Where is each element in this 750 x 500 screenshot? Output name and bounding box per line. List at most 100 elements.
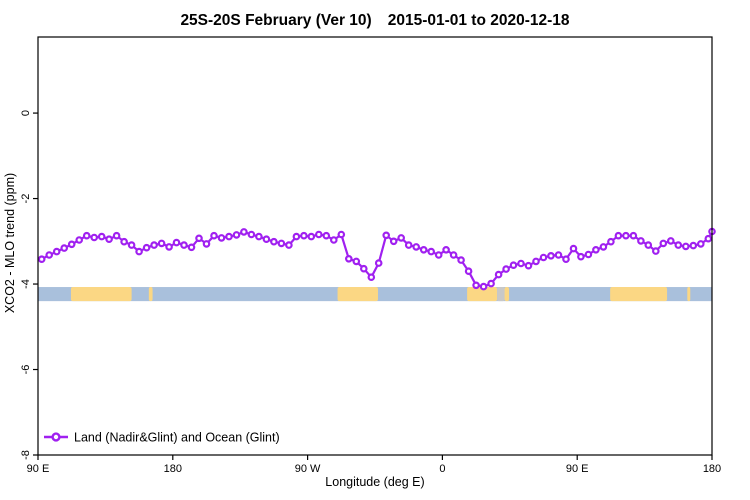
data-point [232, 231, 241, 239]
data-point [247, 230, 256, 239]
data-point [494, 270, 503, 279]
data-point [337, 230, 346, 239]
data-point [37, 255, 46, 264]
legend-marker-icon [51, 432, 61, 442]
x-tick-label: 180 [164, 463, 182, 475]
data-point [329, 236, 338, 244]
data-point [472, 281, 480, 290]
x-axis-label: Longitude (deg E) [325, 475, 424, 489]
data-point [374, 259, 383, 267]
data-point [127, 241, 136, 249]
data-point [622, 231, 630, 240]
data-point [382, 231, 391, 240]
plot-border [37, 36, 713, 456]
data-point [52, 247, 61, 256]
data-point [644, 241, 653, 249]
data-point [150, 241, 158, 249]
data-point [577, 252, 585, 261]
data-point [442, 246, 450, 254]
data-point [285, 241, 293, 249]
y-tick-label: -6 [20, 365, 32, 375]
data-point [651, 247, 660, 255]
data-point [547, 252, 555, 260]
data-point [262, 235, 271, 244]
data-point [487, 279, 495, 288]
data-point [307, 232, 316, 241]
data-point [225, 232, 233, 241]
y-tick-label: -2 [20, 194, 32, 204]
data-point [195, 234, 203, 243]
data-point [217, 234, 226, 242]
data-point [97, 232, 106, 241]
data-point [434, 251, 443, 259]
data-point [210, 231, 218, 240]
data-point [404, 241, 413, 249]
y-axis-label: XCO2 - MLO trend (ppm) [3, 173, 17, 313]
x-tick-label: 180 [703, 463, 721, 475]
data-point [389, 237, 398, 246]
data-point [629, 231, 638, 240]
data-point [142, 243, 151, 252]
data-point [82, 231, 91, 240]
data-point [255, 232, 263, 241]
data-point [509, 261, 518, 270]
data-point [292, 232, 301, 241]
data-point [427, 247, 436, 256]
data-point [60, 244, 68, 252]
data-point [502, 265, 510, 273]
data-point [704, 234, 713, 243]
data-point [45, 251, 54, 259]
legend: Land (Nadir&Glint) and Ocean (Glint) [44, 431, 280, 445]
data-point [539, 253, 548, 262]
data-point [674, 241, 683, 249]
data-point [202, 240, 211, 248]
data-point [322, 231, 331, 240]
chart-title-main: 25S-20S February (Ver 10) [180, 12, 371, 29]
data-point [157, 239, 166, 248]
data-point [479, 282, 488, 291]
data-point [517, 259, 525, 268]
data-point [120, 237, 128, 246]
land-patch [504, 287, 510, 302]
land-patch [70, 287, 132, 302]
data-point [666, 237, 675, 245]
x-tick-label: 90 E [566, 463, 589, 475]
land-patch [610, 287, 668, 302]
data-point [449, 251, 458, 259]
data-point [592, 246, 600, 254]
y-tick-label: -8 [20, 450, 32, 460]
data-point [607, 237, 615, 246]
data-point [75, 236, 84, 244]
x-axis: 90 E 180 90 W 0 90 E 180 [27, 455, 721, 475]
data-point [90, 233, 99, 242]
data-point [172, 238, 181, 247]
data-point [112, 231, 121, 240]
data-point [569, 244, 578, 253]
data-point [359, 264, 368, 273]
y-tick-label: 0 [20, 110, 32, 116]
land-patch [148, 287, 153, 302]
data-point [367, 273, 376, 282]
data-point [464, 267, 473, 276]
data-point [300, 231, 308, 240]
data-point [532, 257, 540, 266]
data-point [344, 254, 353, 263]
data-point [105, 235, 113, 244]
data-point [554, 251, 563, 259]
data-series [37, 227, 716, 291]
x-tick-label: 0 [439, 463, 445, 475]
data-point [165, 243, 173, 251]
data-point [637, 237, 645, 245]
y-axis: 0 -2 -4 -6 -8 [20, 110, 38, 460]
land-patch [337, 287, 378, 302]
data-point [314, 230, 323, 239]
chart-title-dates: 2015-01-01 to 2020-12-18 [388, 12, 570, 29]
data-point [240, 228, 248, 236]
data-point [352, 257, 361, 266]
data-point [270, 237, 278, 246]
data-point [599, 243, 608, 251]
data-point [681, 242, 690, 251]
data-point [457, 256, 465, 264]
x-tick-label: 90 W [295, 463, 321, 475]
